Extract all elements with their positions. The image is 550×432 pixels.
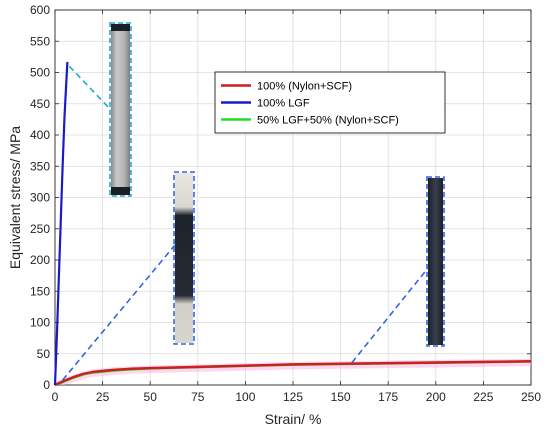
legend-label: 100% (Nylon+SCF): [257, 81, 352, 93]
y-tick-label: 350: [30, 159, 50, 173]
specimen-frame: [426, 176, 445, 347]
series-lines: [53, 61, 532, 387]
x-tick-label: 50: [144, 390, 158, 404]
low-curve-highlight: [55, 358, 531, 385]
legend-label: 50% LGF+50% (Nylon+SCF): [257, 115, 399, 127]
x-tick-label: 100: [235, 390, 255, 404]
specimen-grip-bottom: [111, 187, 130, 195]
y-tick-label: 0: [43, 378, 50, 392]
y-tick-label: 450: [30, 97, 50, 111]
x-tick-label: 125: [283, 390, 303, 404]
x-tick-label: 175: [378, 390, 398, 404]
specimen-image-nylon-scf: [426, 176, 445, 347]
y-tick-label: 100: [30, 316, 50, 330]
x-tick-label: 25: [96, 390, 110, 404]
x-tick-labels: 0 25 50 75 100 125 150 175 200 225 250: [52, 390, 542, 404]
series-line: [53, 61, 69, 386]
legend-label: 100% LGF: [257, 98, 310, 110]
y-tick-labels: 0 50 100 150 200 250 300 350 400 450 500 550 600: [30, 3, 50, 392]
specimen-frame: [109, 22, 132, 197]
connector-lgf: [68, 65, 112, 111]
connector-nylon: [351, 267, 429, 364]
specimen-body: [428, 178, 443, 345]
x-tick-label: 200: [426, 390, 446, 404]
y-tick-label: 250: [30, 222, 50, 236]
specimen-frame: [173, 171, 195, 345]
axes-frame: [54, 9, 532, 386]
series-line: [54, 360, 532, 387]
y-tick-label: 500: [30, 66, 50, 80]
y-tick-label: 150: [30, 284, 50, 298]
specimen-image-blend: [173, 171, 195, 345]
y-tick-label: 300: [30, 191, 50, 205]
plot-area: [53, 9, 532, 387]
specimen-body: [175, 173, 193, 343]
y-tick-label: 600: [30, 3, 50, 17]
specimen-image-lgf: [109, 22, 132, 197]
x-tick-label: 225: [473, 390, 493, 404]
x-axis-label: Strain/ %: [265, 411, 322, 427]
inset-connectors: [62, 65, 429, 381]
x-tick-label: 150: [331, 390, 351, 404]
y-tick-label: 50: [37, 347, 51, 361]
x-tick-label: 250: [521, 390, 541, 404]
y-tick-label: 400: [30, 128, 50, 142]
y-tick-label: 200: [30, 253, 50, 267]
specimen-body: [111, 24, 130, 195]
y-tick-label: 550: [30, 34, 50, 48]
x-tick-label: 75: [191, 390, 205, 404]
legend-box: [214, 71, 446, 134]
x-tick-label: 0: [52, 390, 59, 404]
y-axis-label: Equivalent stress/ MPa: [7, 126, 23, 269]
specimen-grip-top: [111, 24, 130, 31]
legend: 100% (Nylon+SCF) 100% LGF 50% LGF+50% (Nyl…: [214, 71, 446, 134]
